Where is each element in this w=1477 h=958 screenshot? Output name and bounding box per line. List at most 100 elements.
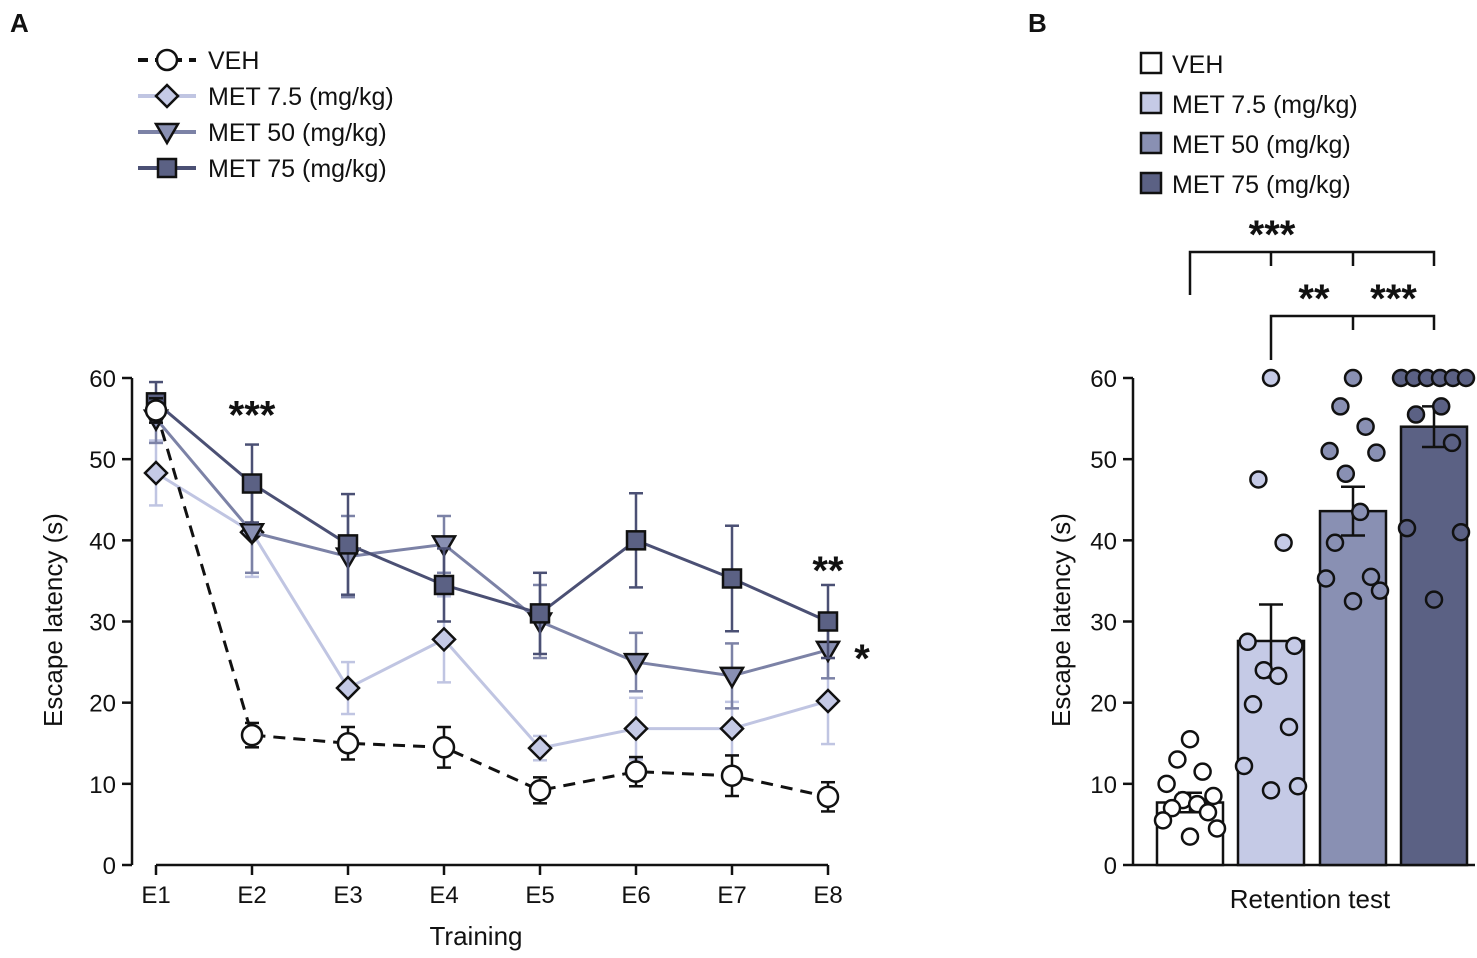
data-point xyxy=(432,736,456,759)
bar-group-met7_5 xyxy=(1234,368,1308,867)
panel-a-y-axis-label: Escape latency (s) xyxy=(38,513,68,727)
panel-a-x-axis-label: Training xyxy=(430,921,523,951)
data-point xyxy=(1243,695,1263,714)
data-point xyxy=(1153,811,1173,830)
significance-marker: *** xyxy=(1249,213,1296,257)
panel-a-series xyxy=(142,380,842,813)
data-point xyxy=(1261,781,1281,800)
data-point xyxy=(625,530,647,551)
data-point xyxy=(1350,502,1370,522)
data-point xyxy=(721,568,743,589)
data-point xyxy=(1442,433,1462,453)
data-point xyxy=(1431,397,1451,416)
series-veh xyxy=(144,397,840,813)
data-point xyxy=(430,535,458,558)
data-point xyxy=(241,473,263,494)
legend-marker xyxy=(155,48,179,72)
series-line xyxy=(155,401,829,623)
legend-marker xyxy=(156,157,178,179)
data-point xyxy=(240,723,264,747)
data-point xyxy=(433,574,455,596)
data-point xyxy=(1343,368,1363,388)
data-point xyxy=(1325,533,1345,553)
data-point xyxy=(529,603,551,624)
y-tick-label: 10 xyxy=(89,772,116,799)
legend-entry-met50: MET 50 (mg/kg) xyxy=(138,119,387,147)
data-point xyxy=(335,675,361,701)
panel-a-axes: 0 10 20 30 40 50 60 E1 E2 E3 E4 E5 E6 E7 E8 xyxy=(89,366,842,909)
significance-marker: * xyxy=(854,637,870,681)
panel-b-y-axis-label: Escape latency (s) xyxy=(1046,513,1076,727)
x-tick-label: E7 xyxy=(717,882,746,909)
x-tick-label: E3 xyxy=(333,882,362,909)
data-point xyxy=(720,764,744,787)
data-point xyxy=(337,534,359,555)
x-tick-label: E5 xyxy=(525,882,554,909)
data-point xyxy=(1406,405,1426,424)
data-point xyxy=(144,399,168,422)
y-tick-label: 0 xyxy=(103,853,116,880)
data-point xyxy=(431,626,457,653)
data-point xyxy=(1261,368,1281,388)
series-line xyxy=(155,471,829,750)
legend-label: MET 50 (mg/kg) xyxy=(208,119,387,147)
x-tick-label: E8 xyxy=(813,882,842,909)
legend-entry-met50: MET 50 (mg/kg) xyxy=(1139,131,1351,159)
data-point xyxy=(1238,632,1257,652)
data-point xyxy=(1397,518,1417,538)
data-point xyxy=(527,735,553,761)
significance-marker: *** xyxy=(229,393,276,437)
data-point xyxy=(1204,786,1223,806)
y-tick-label: 20 xyxy=(89,691,116,718)
y-tick-label: 60 xyxy=(1090,366,1117,393)
legend-entry-met7_5: MET 7.5 (mg/kg) xyxy=(138,83,394,111)
data-point xyxy=(1370,581,1390,600)
data-point xyxy=(1451,522,1471,542)
legend-label: MET 75 (mg/kg) xyxy=(1172,171,1351,199)
legend-marker xyxy=(153,122,181,146)
legend-entry-met75: MET 75 (mg/kg) xyxy=(138,155,387,183)
x-tick-label: E1 xyxy=(141,882,170,909)
legend-swatch xyxy=(1139,51,1163,75)
legend-label: VEH xyxy=(1172,51,1223,79)
y-tick-label: 40 xyxy=(1090,528,1117,555)
panel-a-annotations: ****** xyxy=(229,393,871,681)
data-point xyxy=(1193,762,1212,781)
data-point xyxy=(815,688,841,714)
data-point xyxy=(1234,756,1254,776)
bar xyxy=(1318,509,1388,867)
data-point xyxy=(336,732,360,755)
series-line xyxy=(154,417,829,678)
y-tick-label: 50 xyxy=(89,447,116,474)
y-tick-label: 30 xyxy=(89,610,116,637)
bracket-line xyxy=(1188,250,1436,295)
legend-swatch xyxy=(1139,131,1163,155)
data-point xyxy=(1288,777,1308,796)
data-point xyxy=(816,785,840,809)
data-point xyxy=(1274,533,1293,553)
data-point xyxy=(1361,567,1381,587)
data-point xyxy=(1249,470,1268,489)
legend-entry-veh: VEH xyxy=(138,47,259,75)
data-point xyxy=(1285,636,1304,656)
data-point xyxy=(1207,819,1227,838)
data-point xyxy=(1336,464,1356,484)
panel-b-bar-chart: VEH MET 7.5 (mg/kg) MET 50 (mg/kg) MET 75 (… xyxy=(1046,51,1476,914)
bar-group-met75 xyxy=(1391,368,1476,867)
data-point xyxy=(719,715,745,742)
legend-entry-veh: VEH xyxy=(1139,51,1223,79)
legend-label: MET 50 (mg/kg) xyxy=(1172,131,1351,159)
data-point xyxy=(1356,417,1375,436)
y-tick-label: 50 xyxy=(1090,447,1117,474)
legend-swatch xyxy=(1139,91,1163,115)
y-tick-label: 40 xyxy=(89,528,116,555)
data-point xyxy=(1343,591,1363,611)
data-point xyxy=(623,715,649,742)
panel-b-axes: 0 10 20 30 40 50 60 xyxy=(1090,366,1475,880)
series-met50 xyxy=(142,392,842,710)
legend-swatch xyxy=(1139,171,1163,195)
legend-label: MET 7.5 (mg/kg) xyxy=(208,83,394,111)
y-tick-label: 30 xyxy=(1090,610,1117,637)
panel-a-line-chart: VEH MET 7.5 (mg/kg) MET 50 (mg/kg) MET 75 (… xyxy=(38,47,870,951)
